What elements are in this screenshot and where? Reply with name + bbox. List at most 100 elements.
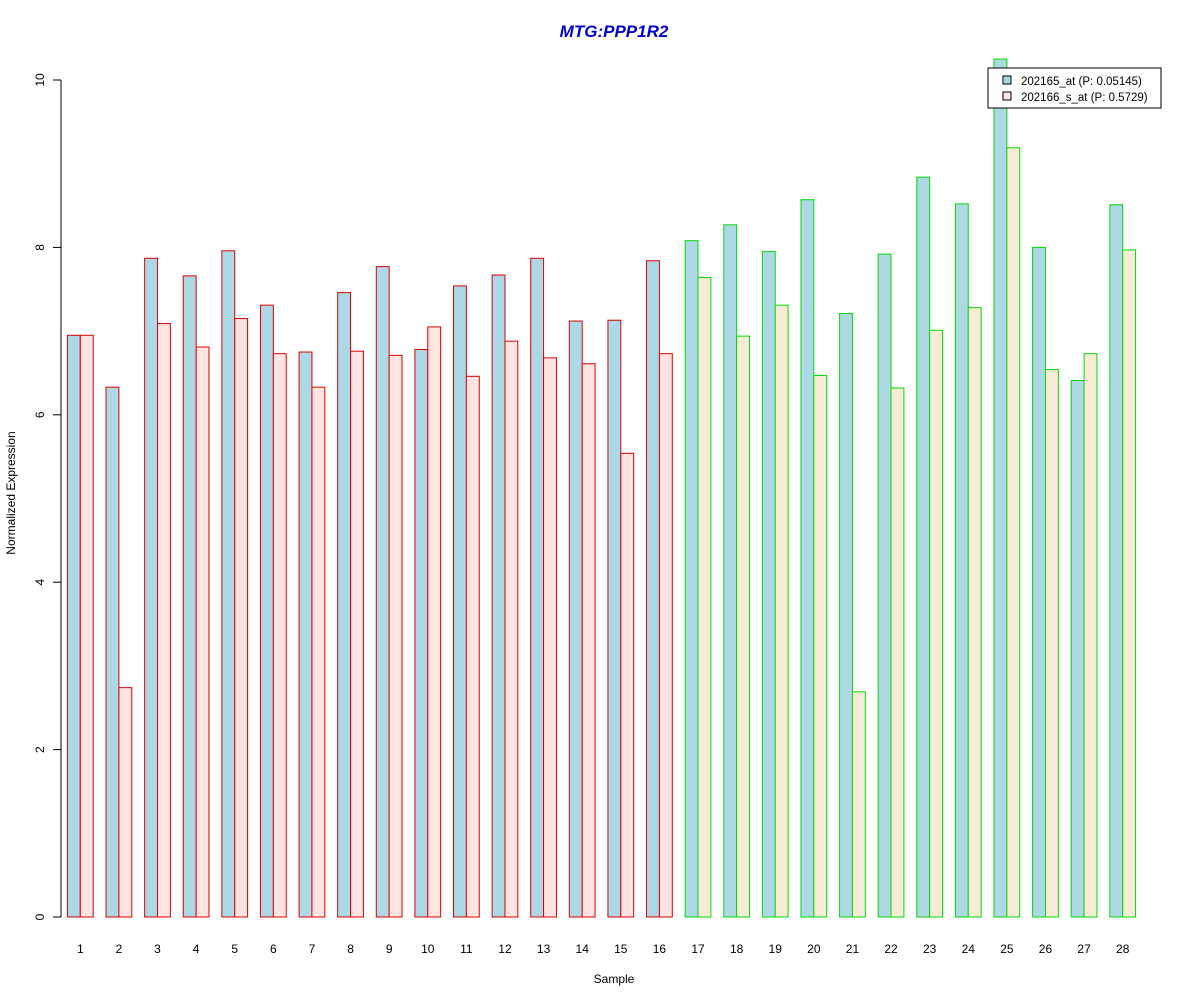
bar-s1-sample-4 [183,276,196,917]
bar-s2-sample-2 [119,688,132,917]
x-tick-label: 22 [884,942,898,956]
x-tick-label: 12 [498,942,512,956]
x-tick-label: 25 [1000,942,1014,956]
y-axis-label: Normalized Expression [4,431,18,554]
bar-s1-sample-19 [762,252,775,917]
bar-s1-sample-28 [1110,205,1123,917]
legend: 202165_at (P: 0.05145) 202166_s_at (P: 0.… [988,68,1161,108]
bar-s1-sample-24 [955,204,968,917]
x-tick-label: 26 [1039,942,1053,956]
x-tick-label: 18 [730,942,744,956]
bar-s1-sample-16 [647,261,660,917]
bar-s2-sample-28 [1123,250,1136,917]
x-tick-label: 9 [386,942,393,956]
x-tick-label: 3 [154,942,161,956]
bar-s1-sample-23 [917,177,930,917]
bar-s1-sample-13 [531,258,544,917]
bar-s1-sample-11 [454,286,467,917]
bars-layer [67,59,1135,917]
x-tick-label: 19 [769,942,783,956]
bar-s2-sample-20 [814,375,827,917]
bar-s2-sample-19 [775,305,788,917]
bar-s2-sample-22 [891,388,904,917]
x-tick-label: 7 [309,942,316,956]
bar-s2-sample-26 [1045,370,1058,917]
x-tick-label: 5 [231,942,238,956]
x-tick-label: 13 [537,942,551,956]
bar-s2-sample-23 [930,330,943,917]
y-axis: 0 2 4 6 8 10 [33,73,61,920]
bar-s1-sample-18 [724,225,737,917]
x-tick-label: 27 [1077,942,1091,956]
bar-s2-sample-24 [968,308,981,917]
x-axis: 1 2 3 4 5 6 7 8 9 10 11 12 13 14 15 16 17 18 19 20 21 22 23 24 2… [77,942,1130,956]
x-tick-label: 10 [421,942,435,956]
bar-s1-sample-14 [569,321,582,917]
x-tick-label: 4 [193,942,200,956]
bar-s2-sample-9 [389,355,402,917]
y-tick-label: 10 [33,73,47,87]
chart-title: MTG:PPP1R2 [560,22,669,41]
legend-swatch-s2 [1003,92,1011,100]
x-tick-label: 11 [460,942,473,956]
bar-s2-sample-18 [737,336,750,917]
bar-s2-sample-10 [428,327,441,917]
bar-s2-sample-8 [351,351,364,917]
x-tick-label: 24 [962,942,976,956]
x-tick-label: 17 [691,942,705,956]
y-tick-label: 4 [33,579,47,586]
bar-s2-sample-14 [582,364,595,917]
x-tick-label: 8 [347,942,354,956]
bar-s1-sample-3 [145,258,158,917]
bar-s1-sample-5 [222,251,235,917]
x-tick-label: 28 [1116,942,1130,956]
bar-s1-sample-1 [67,335,80,917]
bar-s2-sample-15 [621,453,634,917]
bar-s2-sample-3 [158,324,171,917]
x-tick-label: 2 [116,942,123,956]
x-tick-label: 21 [846,942,860,956]
bar-s1-sample-7 [299,352,312,917]
bar-s2-sample-5 [235,319,248,917]
bar-s1-sample-27 [1071,380,1084,917]
bar-s1-sample-10 [415,350,428,917]
legend-label-s1: 202165_at (P: 0.05145) [1021,76,1142,88]
bar-s1-sample-17 [685,241,698,917]
bar-s1-sample-20 [801,200,814,917]
bar-s1-sample-25 [994,59,1007,917]
x-tick-label: 20 [807,942,821,956]
bar-s2-sample-4 [196,347,209,917]
bar-chart: MTG:PPP1R2 0246810 1 2 3 4 5 6 7 8 9 10 11 12 13 14 15… [0,0,1200,1000]
bar-s2-sample-13 [544,358,557,917]
bar-s2-sample-7 [312,387,325,917]
y-tick-label: 2 [33,746,47,753]
x-axis-label: Sample [594,972,635,986]
x-tick-label: 1 [77,942,84,956]
bar-s2-sample-21 [852,692,865,917]
legend-swatch-s1 [1003,76,1011,84]
bar-s1-sample-15 [608,320,621,917]
bar-s2-sample-12 [505,341,518,917]
bar-s2-sample-16 [659,354,672,917]
bar-s2-sample-17 [698,278,711,917]
bar-s1-sample-26 [1033,247,1046,917]
x-tick-label: 14 [576,942,590,956]
bar-s2-sample-1 [80,335,93,917]
bar-s1-sample-22 [878,254,891,917]
bar-s1-sample-9 [376,267,389,917]
x-tick-label: 16 [653,942,667,956]
bar-s2-sample-6 [273,354,286,917]
y-tick-label: 8 [33,244,47,251]
bar-s2-sample-27 [1084,354,1097,917]
x-tick-label: 23 [923,942,937,956]
y-tick-label: 0 [33,913,47,920]
bar-s2-sample-11 [466,376,479,917]
bar-s1-sample-6 [260,305,273,917]
bar-s1-sample-2 [106,387,119,917]
bar-s2-sample-25 [1007,148,1020,917]
bar-s1-sample-12 [492,275,505,917]
bar-s1-sample-21 [840,314,853,917]
x-tick-label: 15 [614,942,628,956]
x-tick-label: 6 [270,942,277,956]
bar-s1-sample-8 [338,293,351,917]
